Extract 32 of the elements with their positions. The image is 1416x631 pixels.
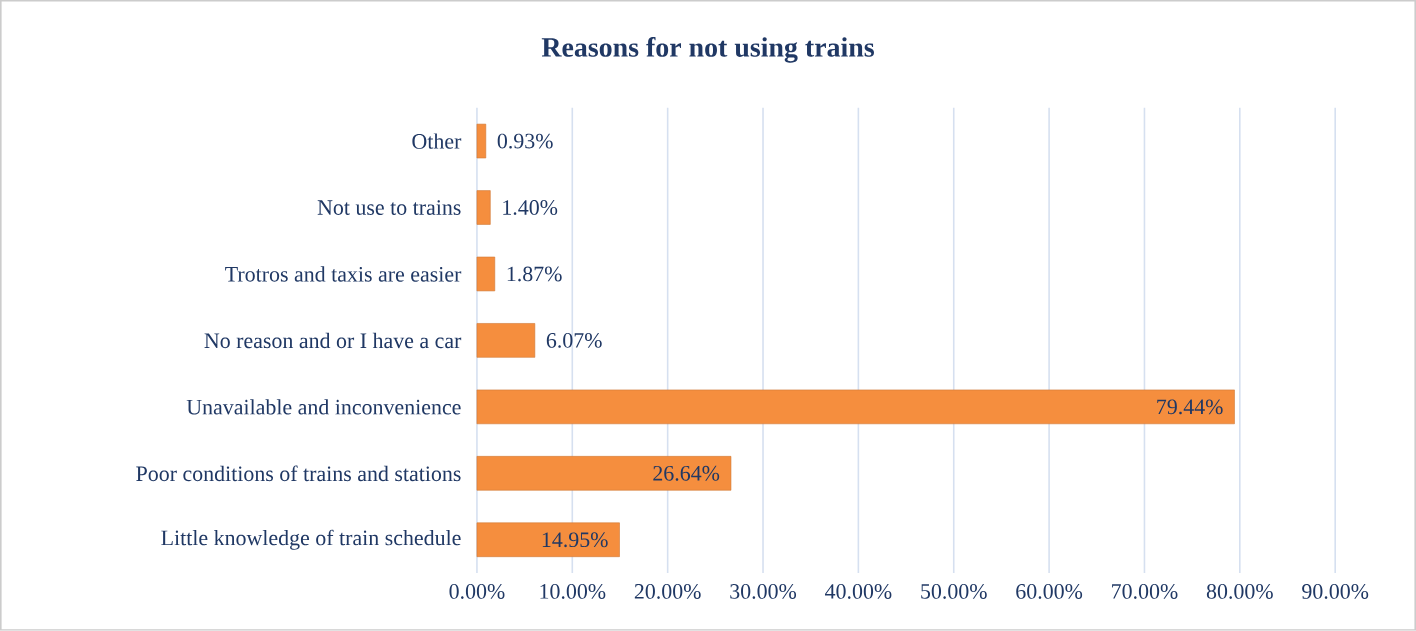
y-tick-label: No reason and or I have a car — [204, 332, 462, 349]
bar — [476, 123, 487, 159]
bar — [476, 256, 496, 292]
x-tick-label: 80.00% — [1206, 584, 1273, 600]
data-label: 6.07% — [546, 333, 602, 348]
data-label: 0.93% — [497, 133, 553, 149]
bar — [476, 522, 620, 558]
x-tick-label: 60.00% — [1016, 584, 1083, 600]
data-label: 26.64% — [653, 465, 720, 481]
bar — [476, 456, 732, 491]
y-tick-label: Trotros and taxis are easier — [225, 266, 462, 282]
data-label: 79.44% — [1157, 399, 1223, 415]
data-label: 1.87% — [507, 266, 562, 282]
x-tick-label: 0.00% — [449, 584, 505, 600]
data-label: 1.40% — [503, 200, 558, 216]
bar — [476, 323, 536, 358]
y-tick-label: Little knowledge of train schedule — [161, 529, 461, 550]
x-tick-label: 10.00% — [540, 584, 606, 600]
y-tick-label: Unavailable and inconvenience — [186, 399, 461, 415]
chart-title: Reasons for not using trains — [541, 37, 874, 63]
bar — [476, 190, 491, 225]
x-tick-label: 90.00% — [1302, 584, 1369, 600]
x-tick-label: 50.00% — [921, 584, 987, 600]
y-tick-label: Not use to trains — [317, 200, 461, 215]
data-label: 14.95% — [542, 532, 608, 548]
bar — [476, 389, 1235, 425]
y-tick-label: Poor conditions of trains and stations — [136, 465, 461, 482]
y-tick-label: Other — [412, 133, 462, 149]
x-tick-label: 30.00% — [730, 584, 797, 600]
x-tick-label: 70.00% — [1112, 584, 1178, 600]
x-tick-label: 40.00% — [825, 584, 892, 600]
x-tick-label: 20.00% — [634, 584, 701, 600]
